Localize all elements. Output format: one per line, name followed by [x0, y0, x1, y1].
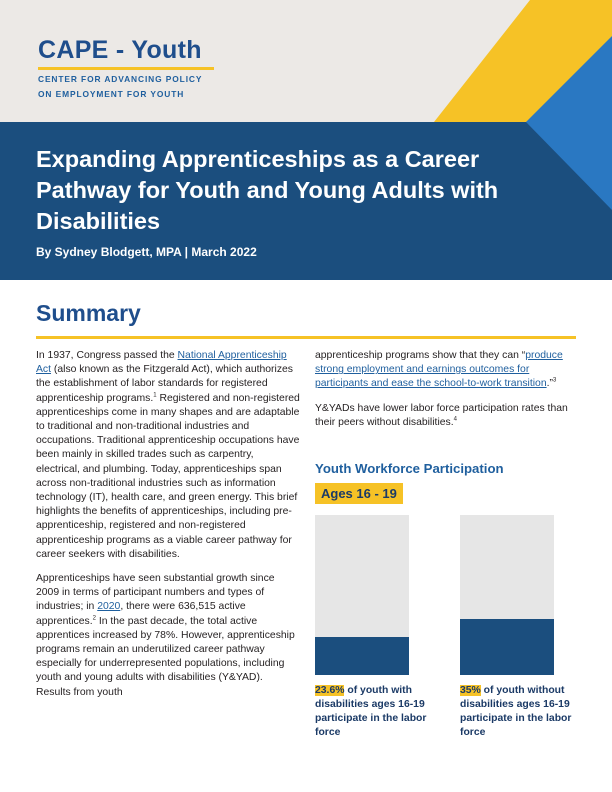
p1-text-3: Registered and non-registered apprentice… [36, 392, 300, 560]
employment-outcomes-link[interactable]: produce strong employment and earnings o… [315, 350, 563, 390]
corner-decoration [434, 0, 612, 210]
right-column: apprenticeship programs show that they c… [315, 349, 577, 440]
caption-text-with-disabilities: of youth with disabilities ages 16-19 pa… [315, 685, 427, 738]
chart-title: Youth Workforce Participation [315, 461, 504, 476]
document-title: Expanding Apprenticeships as a Career Pa… [36, 146, 499, 234]
bar-youth-without-disabilities [460, 619, 554, 675]
age-range-badge: Ages 16 - 19 [315, 483, 403, 504]
p1-text-1: In 1937, Congress passed the [36, 350, 178, 361]
bar-youth-with-disabilities [315, 637, 409, 675]
title-band [0, 122, 612, 280]
value-label-without-disabilities: 35% [460, 685, 481, 696]
p4-text-1: Y&YADs have lower labor force participat… [315, 402, 568, 428]
p2-text-1: Apprenticeships have seen substantial gr… [36, 573, 275, 613]
footnote-2: 2 [92, 615, 96, 622]
value-label-with-disabilities: 23.6% [315, 685, 345, 696]
bar-caption-without-disabilities: 35% of youth without disabilities ages 1… [460, 684, 590, 740]
year-2020-link[interactable]: 2020 [97, 601, 121, 613]
p3-text-2: .” [546, 378, 553, 390]
logo-title: CAPE - Youth [38, 36, 202, 64]
p2-text-3: In the past decade, the total active app… [36, 615, 295, 698]
cape-youth-logo: CAPE - Youth CENTER FOR ADVANCING POLICY… [38, 36, 214, 100]
paragraph-1: In 1937, Congress passed the National Ap… [36, 349, 300, 562]
footnote-3: 3 [552, 377, 557, 384]
p3-text-1: apprenticeship programs show that they c… [315, 350, 526, 361]
logo-underline [38, 67, 214, 70]
logo-subtitle-line1: CENTER FOR ADVANCING POLICY [38, 74, 203, 84]
paragraph-4: Y&YADs have lower labor force participat… [315, 402, 577, 430]
byline: By Sydney Blodgett, MPA | March 2022 [36, 245, 257, 259]
paragraph-2: Apprenticeships have seen substantial gr… [36, 572, 300, 700]
footnote-1: 1 [153, 392, 157, 399]
caption-text-without-disabilities: of youth without disabilities ages 16-19… [460, 685, 572, 738]
summary-heading: Summary [36, 300, 141, 326]
p2-text-2: , there were 636,515 active apprentices. [36, 601, 246, 627]
p1-text-2: (also known as the Fitzgerald Act), whic… [36, 364, 293, 404]
footnote-4: 4 [453, 416, 457, 423]
summary-rule [36, 336, 576, 339]
blue-stripe [526, 36, 612, 210]
logo-subtitle-line2: ON EMPLOYMENT FOR YOUTH [38, 89, 185, 99]
paragraph-3: apprenticeship programs show that they c… [315, 349, 577, 392]
left-column: In 1937, Congress passed the National Ap… [36, 349, 300, 710]
national-apprenticeship-act-link[interactable]: National Apprenticeship Act [36, 350, 287, 376]
bar-caption-with-disabilities: 23.6% of youth with disabilities ages 16… [315, 684, 445, 740]
